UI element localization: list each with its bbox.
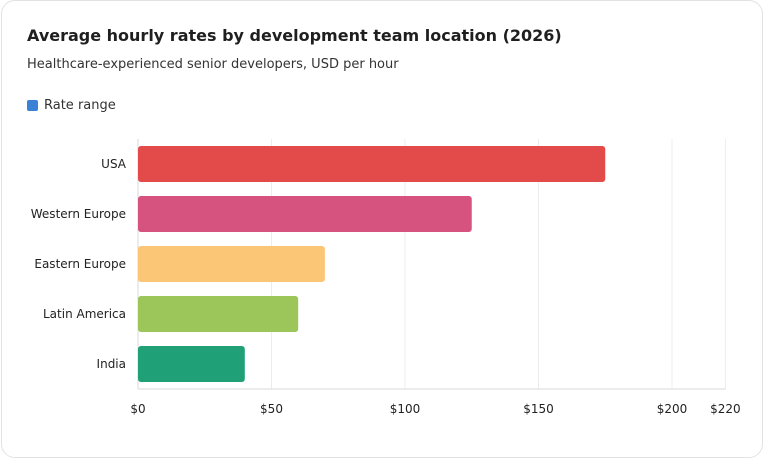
x-tick-label: $220 xyxy=(710,402,741,416)
bar-usa[interactable] xyxy=(138,146,606,182)
bar-india[interactable] xyxy=(138,346,245,382)
chart-subtitle: Healthcare-experienced senior developers… xyxy=(27,57,399,72)
x-tick-label: $0 xyxy=(130,402,145,416)
category-label: Latin America xyxy=(43,307,126,321)
x-tick-label: $50 xyxy=(260,402,283,416)
chart-title: Average hourly rates by development team… xyxy=(27,26,562,45)
bar-chart: USA Western Europe Eastern Europe Latin Ame… xyxy=(31,139,741,416)
legend[interactable]: Rate range xyxy=(27,98,116,113)
category-label: Western Europe xyxy=(31,207,126,221)
legend-swatch xyxy=(27,100,38,111)
category-label: Eastern Europe xyxy=(34,257,126,271)
x-tick-label: $200 xyxy=(657,402,688,416)
category-label: India xyxy=(97,357,126,371)
legend-label: Rate range xyxy=(44,98,116,113)
bar-latin-america[interactable] xyxy=(138,296,299,332)
bar-western-europe[interactable] xyxy=(138,196,472,232)
x-tick-label: $100 xyxy=(390,402,421,416)
bar-eastern-europe[interactable] xyxy=(138,246,325,282)
x-tick-label: $150 xyxy=(523,402,554,416)
category-label: USA xyxy=(101,157,127,171)
